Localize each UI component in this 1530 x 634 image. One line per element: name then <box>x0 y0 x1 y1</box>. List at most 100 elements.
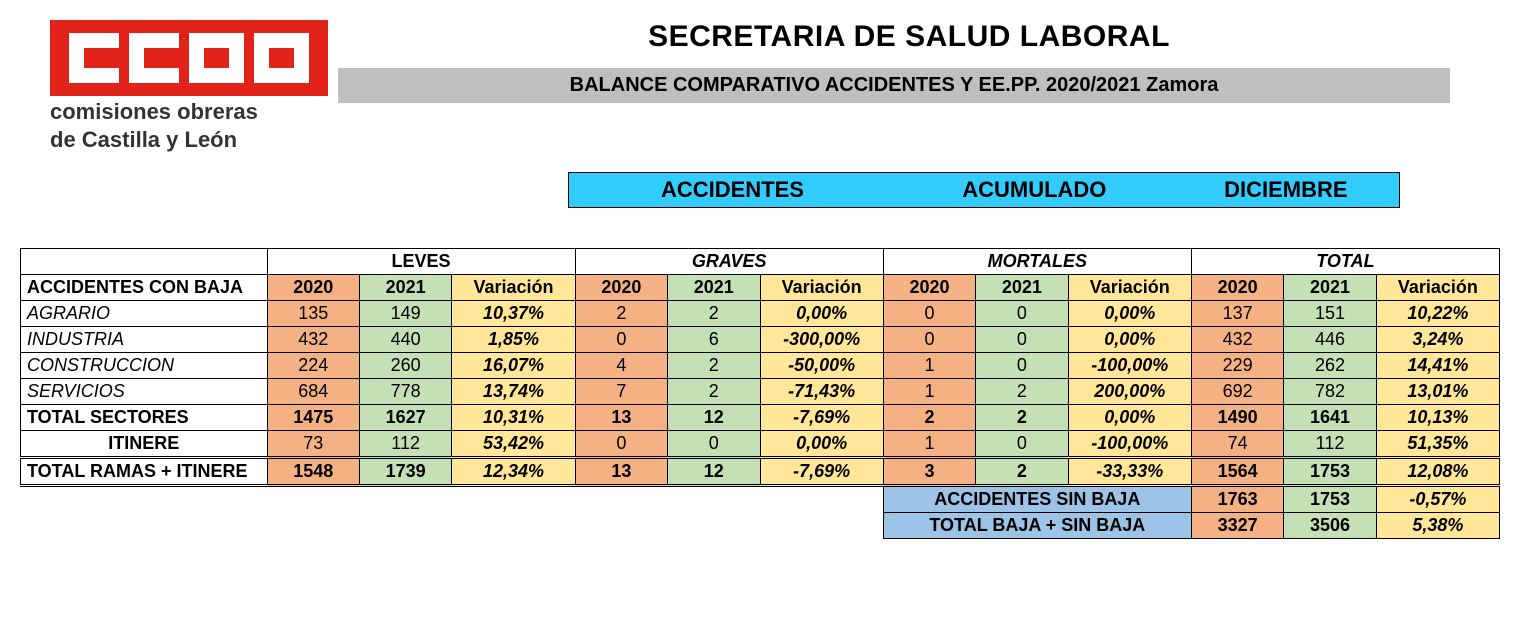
data-cell: 1475 <box>267 405 359 431</box>
data-cell: 0,00% <box>1068 327 1191 353</box>
row-label: TOTAL RAMAS + ITINERE <box>21 458 268 486</box>
data-cell: 0 <box>883 301 975 327</box>
data-cell: 432 <box>267 327 359 353</box>
row-header-label: ACCIDENTES CON BAJA <box>21 275 268 301</box>
spacer-cell <box>452 486 575 513</box>
data-cell: -50,00% <box>760 353 883 379</box>
logo-block: comisiones obreras de Castilla y León <box>50 20 328 152</box>
data-cell: 778 <box>359 379 451 405</box>
year-header: 2020 <box>267 275 359 301</box>
data-cell: 1 <box>883 379 975 405</box>
data-cell: 0,00% <box>760 301 883 327</box>
group-header: GRAVES <box>575 249 883 275</box>
spacer-cell <box>575 486 667 513</box>
data-cell: 0 <box>976 301 1068 327</box>
extra-label: ACCIDENTES SIN BAJA <box>883 486 1191 513</box>
data-cell: 692 <box>1191 379 1283 405</box>
data-cell: 13 <box>575 458 667 486</box>
data-cell: 0 <box>575 327 667 353</box>
data-cell: 1548 <box>267 458 359 486</box>
data-cell: 0,00% <box>1068 405 1191 431</box>
data-cell: 224 <box>267 353 359 379</box>
data-cell: -33,33% <box>1068 458 1191 486</box>
data-cell: 10,31% <box>452 405 575 431</box>
table-row: SERVICIOS68477813,74%72-71,43%12200,00%6… <box>21 379 1500 405</box>
data-cell: 6 <box>668 327 760 353</box>
extra-row: TOTAL BAJA + SIN BAJA332735065,38% <box>21 513 1500 539</box>
group-header: TOTAL <box>1191 249 1499 275</box>
data-cell: 3,24% <box>1376 327 1499 353</box>
data-cell: 229 <box>1191 353 1283 379</box>
table-row: TOTAL SECTORES1475162710,31%1312-7,69%22… <box>21 405 1500 431</box>
data-cell: 73 <box>267 431 359 458</box>
data-cell: 0 <box>976 353 1068 379</box>
data-cell: 2 <box>668 353 760 379</box>
data-cell: 1641 <box>1284 405 1376 431</box>
data-cell: 12,34% <box>452 458 575 486</box>
spacer-cell <box>21 486 268 513</box>
data-cell: 74 <box>1191 431 1283 458</box>
spacer-cell <box>21 513 268 539</box>
data-cell: 262 <box>1284 353 1376 379</box>
data-cell: 13,01% <box>1376 379 1499 405</box>
table-row: ITINERE7311253,42%000,00%10-100,00%74112… <box>21 431 1500 458</box>
data-cell: 2 <box>575 301 667 327</box>
data-cell: 2 <box>883 405 975 431</box>
data-cell: -7,69% <box>760 458 883 486</box>
blue-bar-item: ACUMULADO <box>896 177 1173 203</box>
data-cell: 112 <box>1284 431 1376 458</box>
data-cell: 1 <box>883 353 975 379</box>
year-header: 2020 <box>575 275 667 301</box>
table-row: INDUSTRIA4324401,85%06-300,00%000,00%432… <box>21 327 1500 353</box>
row-label: SERVICIOS <box>21 379 268 405</box>
data-cell: 5,38% <box>1376 513 1499 539</box>
data-cell: 16,07% <box>452 353 575 379</box>
page-subtitle: BALANCE COMPARATIVO ACCIDENTES Y EE.PP. … <box>338 68 1450 103</box>
spacer-cell <box>760 486 883 513</box>
year-header: 2021 <box>1284 275 1376 301</box>
data-cell: 200,00% <box>1068 379 1191 405</box>
data-cell: 10,22% <box>1376 301 1499 327</box>
data-cell: 13 <box>575 405 667 431</box>
data-cell: 12,08% <box>1376 458 1499 486</box>
data-cell: 3 <box>883 458 975 486</box>
data-cell: -71,43% <box>760 379 883 405</box>
table-head: LEVES GRAVES MORTALES TOTAL ACCIDENTES C… <box>21 249 1500 301</box>
var-header: Variación <box>452 275 575 301</box>
table-row: CONSTRUCCION22426016,07%42-50,00%10-100,… <box>21 353 1500 379</box>
spacer-cell <box>760 513 883 539</box>
spacer-cell <box>452 513 575 539</box>
extra-row: ACCIDENTES SIN BAJA17631753-0,57% <box>21 486 1500 513</box>
blue-bar-wrap: ACCIDENTES ACUMULADO DICIEMBRE <box>20 172 1400 208</box>
corner-cell <box>21 249 268 275</box>
spacer-cell <box>668 486 760 513</box>
data-cell: 0,00% <box>1068 301 1191 327</box>
blue-bar-item: ACCIDENTES <box>569 177 896 203</box>
data-table: LEVES GRAVES MORTALES TOTAL ACCIDENTES C… <box>20 248 1500 539</box>
spacer-cell <box>267 486 359 513</box>
logo-subtitle-2: de Castilla y León <box>50 128 328 152</box>
sub-header-row: ACCIDENTES CON BAJA 2020 2021 Variación … <box>21 275 1500 301</box>
year-header: 2021 <box>668 275 760 301</box>
spacer-cell <box>359 486 451 513</box>
data-cell: 684 <box>267 379 359 405</box>
var-header: Variación <box>1068 275 1191 301</box>
data-cell: 0 <box>883 327 975 353</box>
year-header: 2021 <box>976 275 1068 301</box>
row-label: TOTAL SECTORES <box>21 405 268 431</box>
year-header: 2021 <box>359 275 451 301</box>
data-cell: 14,41% <box>1376 353 1499 379</box>
table-row: AGRARIO13514910,37%220,00%000,00%1371511… <box>21 301 1500 327</box>
logo-badge <box>50 20 328 96</box>
data-cell: 440 <box>359 327 451 353</box>
spacer-cell <box>575 513 667 539</box>
data-cell: 1739 <box>359 458 451 486</box>
data-cell: -0,57% <box>1376 486 1499 513</box>
data-cell: 1490 <box>1191 405 1283 431</box>
data-cell: 446 <box>1284 327 1376 353</box>
data-cell: 112 <box>359 431 451 458</box>
data-cell: -300,00% <box>760 327 883 353</box>
header-row: comisiones obreras de Castilla y León SE… <box>20 20 1510 152</box>
table-body: AGRARIO13514910,37%220,00%000,00%1371511… <box>21 301 1500 539</box>
data-cell: -7,69% <box>760 405 883 431</box>
